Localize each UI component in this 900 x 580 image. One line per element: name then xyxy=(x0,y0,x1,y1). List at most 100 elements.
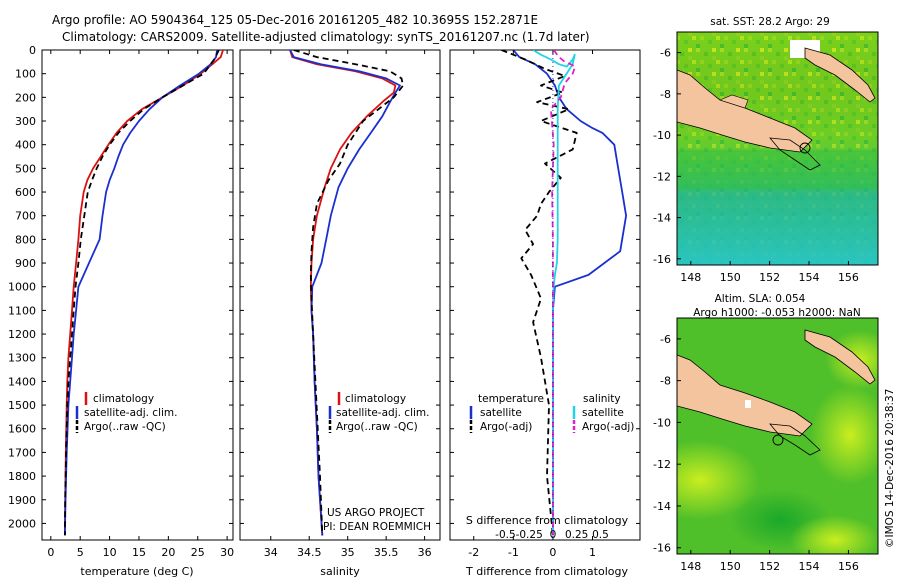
panel-ticks: 0 5 10 15 20 25 30 34 34.5 35 35.5 36 -2 -1 0 1 -0.5 -0.2… xyxy=(42,49,640,559)
depth-tick-label: 2000 xyxy=(8,517,36,530)
land-new-britain xyxy=(804,47,876,103)
map-lon-label: 150 xyxy=(720,271,741,284)
series-line-argo-raw-qc- xyxy=(64,50,220,536)
map-lat-label: -12 xyxy=(653,170,671,183)
sst-map xyxy=(677,32,878,265)
map-lat-label: -10 xyxy=(653,129,671,142)
legend-title-salinity: salinity xyxy=(583,393,621,405)
depth-tick-label: 1100 xyxy=(8,304,36,317)
depth-tick-label: 200 xyxy=(15,91,36,104)
s-tick-label: -0.25 xyxy=(516,529,543,541)
sst-map-title: sat. SST: 28.2 Argo: 29 xyxy=(710,16,830,28)
depth-tick-label: 1400 xyxy=(8,375,36,388)
depth-tick-label: 700 xyxy=(15,210,36,223)
x-tick-label: 0 xyxy=(47,546,54,559)
series-line-climatology xyxy=(64,50,224,536)
legend-label: Argo(..raw -QC) xyxy=(84,421,166,433)
salinity-legend: climatology satellite-adj. clim. Argo(..… xyxy=(328,392,429,433)
depth-tick-label: 100 xyxy=(15,68,36,81)
depth-tick-label: 1300 xyxy=(8,352,36,365)
map-lat-label: -14 xyxy=(653,500,671,513)
map-lat-label: -6 xyxy=(660,47,671,60)
map-lat-label: -8 xyxy=(660,375,671,388)
depth-tick-label: 1200 xyxy=(8,328,36,341)
series-line-climatology xyxy=(289,50,397,536)
temperature-xlabel: temperature (deg C) xyxy=(80,565,193,578)
map-lon-label: 154 xyxy=(799,271,820,284)
pi-label: PI: DEAN ROEMMICH xyxy=(323,521,431,533)
salinity-series-group xyxy=(289,50,405,536)
land-new-guinea xyxy=(677,354,813,437)
depth-tick-label: 900 xyxy=(15,257,36,270)
s-tick-label: 0.5 xyxy=(592,529,609,541)
legend-label: satellite-adj. clim. xyxy=(336,407,429,419)
depth-tick-label: 1000 xyxy=(8,281,36,294)
depth-tick-label: 0 xyxy=(29,44,36,57)
legend-label: Argo(-adj) xyxy=(480,421,532,433)
series-line-satellite-adj-clim- xyxy=(64,50,218,536)
x-tick-label: 10 xyxy=(103,546,117,559)
map-lat-label: -6 xyxy=(660,333,671,346)
map-lon-label: 148 xyxy=(680,560,701,573)
s-difference-xlabel: S difference from climatology xyxy=(466,514,629,527)
depth-tick-label: 1900 xyxy=(8,494,36,507)
difference-plot-frame xyxy=(449,49,641,541)
temperature-series-group xyxy=(64,50,224,536)
map-lon-label: 148 xyxy=(680,271,701,284)
s-tick-label: -0.5 xyxy=(495,529,516,541)
x-tick-label: 30 xyxy=(220,546,234,559)
depth-tick-label: 800 xyxy=(15,233,36,246)
salinity-plot-frame xyxy=(239,49,441,541)
sla-map-ticks: 148 150 152 154 156 -6 -8 -10 -12 -14 -16 xyxy=(653,333,859,573)
header-line-1: Argo profile: AO 5904364_125 05-Dec-2016… xyxy=(52,13,538,27)
series-line-argo-raw-qc- xyxy=(293,50,405,536)
sst-map-frame xyxy=(676,31,879,266)
x-tick-label: 35.5 xyxy=(374,546,399,559)
depth-tick-label: 600 xyxy=(15,186,36,199)
sla-map-title-2: Argo h1000: -0.053 h2000: NaN xyxy=(693,307,861,319)
project-label: US ARGO PROJECT xyxy=(327,507,425,519)
map-lat-label: -12 xyxy=(653,458,671,471)
land-new-guinea xyxy=(677,69,813,153)
x-tick-label: -2 xyxy=(468,546,479,559)
x-tick-label: 1 xyxy=(589,546,596,559)
series-line-satellite-adj-clim- xyxy=(289,50,401,536)
map-lon-label: 156 xyxy=(838,271,859,284)
map-lon-label: 152 xyxy=(759,560,780,573)
map-lon-label: 154 xyxy=(799,560,820,573)
map-lon-label: 150 xyxy=(720,560,741,573)
map-lat-label: -16 xyxy=(653,253,671,266)
x-tick-label: 35 xyxy=(341,546,355,559)
depth-axis: 0 100 200 300 400 500 600 700 800 900 1000 1100 1200… xyxy=(8,44,36,530)
depth-tick-label: 300 xyxy=(15,115,36,128)
x-tick-label: 20 xyxy=(161,546,175,559)
land-new-britain xyxy=(804,329,876,385)
salinity-xlabel: salinity xyxy=(320,565,360,578)
map-lon-label: 152 xyxy=(759,271,780,284)
x-tick-label: 0 xyxy=(549,546,556,559)
map-lat-label: -10 xyxy=(653,416,671,429)
depth-tick-label: 500 xyxy=(15,162,36,175)
map-lat-label: -14 xyxy=(653,212,671,225)
depth-tick-label: 400 xyxy=(15,139,36,152)
x-tick-label: 5 xyxy=(77,546,84,559)
imos-timestamp: ©IMOS 14-Dec-2016 20:38:37 xyxy=(884,389,896,548)
x-tick-label: 34 xyxy=(264,546,278,559)
legend-label: climatology xyxy=(93,393,154,405)
map-lon-label: 156 xyxy=(838,560,859,573)
depth-tick-label: 1600 xyxy=(8,423,36,436)
s-tick-label: 0.25 xyxy=(565,529,588,541)
legend-label: satellite xyxy=(582,407,624,419)
sla-map-title-1: Altim. SLA: 0.054 xyxy=(715,293,806,305)
sla-map-frame xyxy=(676,317,879,555)
x-tick-label: 36 xyxy=(418,546,432,559)
legend-label: satellite-adj. clim. xyxy=(84,407,177,419)
legend-label: climatology xyxy=(345,393,406,405)
x-tick-label: 34.5 xyxy=(297,546,322,559)
sla-high xyxy=(790,515,878,554)
depth-tick-label: 1700 xyxy=(8,446,36,459)
series-line-t-satellite xyxy=(512,50,627,536)
island-outline xyxy=(769,137,821,171)
map-lat-label: -8 xyxy=(660,88,671,101)
